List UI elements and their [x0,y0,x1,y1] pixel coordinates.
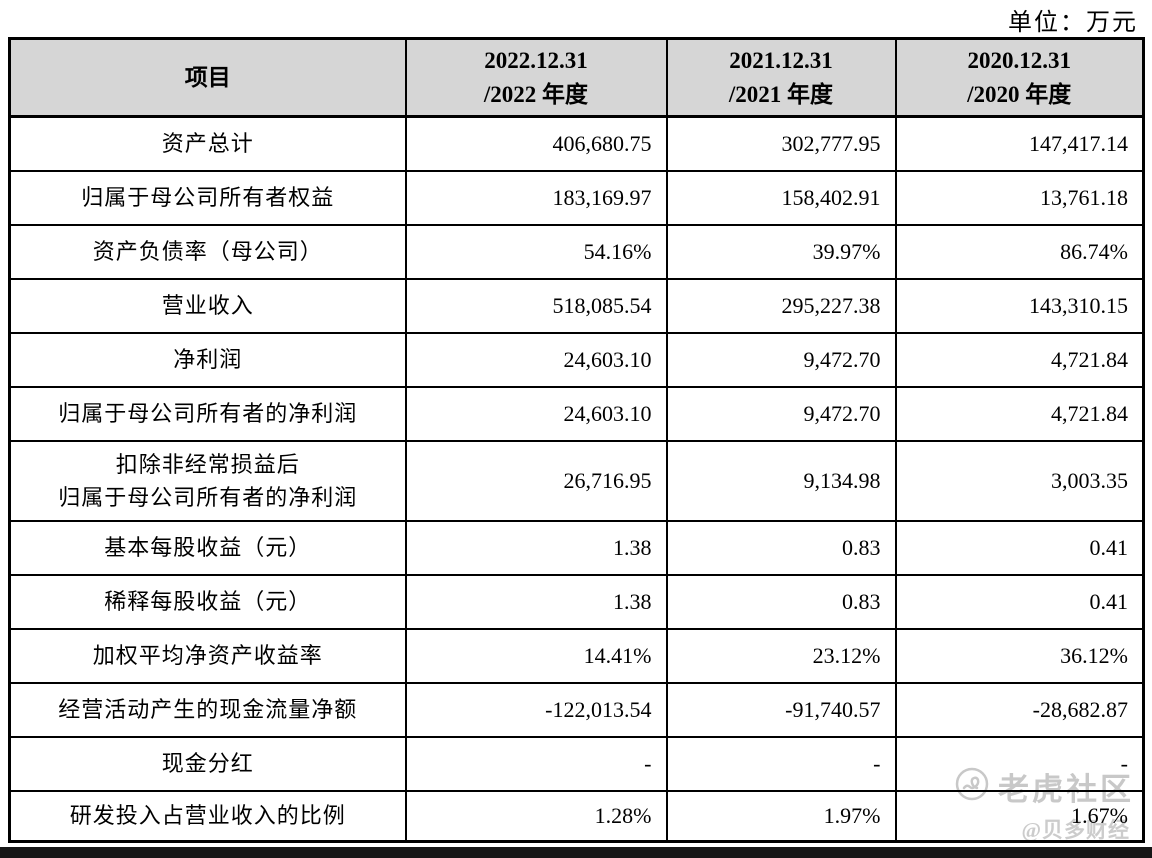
value-2021: 0.83 [665,573,897,630]
value-2022: -122,013.54 [404,681,668,738]
row-label: 现金分红 [8,735,407,792]
value-2021: 39.97% [665,223,897,280]
row-label: 经营活动产生的现金流量净额 [8,681,407,738]
table-row: 归属于母公司所有者的净利润 24,603.10 9,472.70 4,721.8… [8,385,1145,442]
table-row: 研发投入占营业收入的比例 1.28% 1.97% 1.67% [8,789,1145,843]
value-2020: -28,682.87 [894,681,1145,738]
row-label: 营业收入 [8,277,407,334]
value-2022: 14.41% [404,627,668,684]
row-label: 资产负债率（母公司） [8,223,407,280]
table-header-row: 项目 2022.12.31 /2022 年度 2021.12.31 /2021 … [8,37,1145,118]
row-label: 稀释每股收益（元） [8,573,407,630]
value-2021: 1.97% [665,789,897,843]
unit-label: 单位：万元 [1008,10,1138,36]
value-2021: 9,472.70 [665,331,897,388]
row-label: 扣除非经常损益后 归属于母公司所有者的净利润 [8,439,407,522]
value-2020: 1.67% [894,789,1145,843]
value-2022: 183,169.97 [404,169,668,226]
value-2021: -91,740.57 [665,681,897,738]
row-label: 加权平均净资产收益率 [8,627,407,684]
value-2021: 158,402.91 [665,169,897,226]
value-2022: 1.28% [404,789,668,843]
value-2022: 1.38 [404,519,668,576]
value-2022: - [404,735,668,792]
table-row: 扣除非经常损益后 归属于母公司所有者的净利润 26,716.95 9,134.9… [8,439,1145,522]
value-2022: 1.38 [404,573,668,630]
table-row: 净利润 24,603.10 9,472.70 4,721.84 [8,331,1145,388]
value-2021: 0.83 [665,519,897,576]
table-row: 现金分红 - - - [8,735,1145,792]
value-2020: 3,003.35 [894,439,1145,522]
row-label: 归属于母公司所有者的净利润 [8,385,407,442]
value-2020: 13,761.18 [894,169,1145,226]
bottom-bar [0,847,1152,858]
table-row: 归属于母公司所有者权益 183,169.97 158,402.91 13,761… [8,169,1145,226]
value-2020: 0.41 [894,573,1145,630]
value-2021: 9,472.70 [665,385,897,442]
value-2022: 518,085.54 [404,277,668,334]
row-label: 研发投入占营业收入的比例 [8,789,407,843]
value-2020: 4,721.84 [894,331,1145,388]
header-2020: 2020.12.31 /2020 年度 [894,37,1145,118]
table-row: 资产负债率（母公司） 54.16% 39.97% 86.74% [8,223,1145,280]
value-2022: 24,603.10 [404,331,668,388]
value-2020: - [894,735,1145,792]
value-2021: 295,227.38 [665,277,897,334]
value-2021: - [665,735,897,792]
header-2021: 2021.12.31 /2021 年度 [665,37,897,118]
value-2020: 147,417.14 [894,115,1145,172]
value-2022: 24,603.10 [404,385,668,442]
table-row: 经营活动产生的现金流量净额 -122,013.54 -91,740.57 -28… [8,681,1145,738]
value-2022: 54.16% [404,223,668,280]
value-2021: 23.12% [665,627,897,684]
header-item: 项目 [8,37,407,118]
table-row: 加权平均净资产收益率 14.41% 23.12% 36.12% [8,627,1145,684]
value-2021: 302,777.95 [665,115,897,172]
value-2022: 26,716.95 [404,439,668,522]
financial-summary-table: 项目 2022.12.31 /2022 年度 2021.12.31 /2021 … [8,37,1145,843]
header-2022: 2022.12.31 /2022 年度 [404,37,668,118]
value-2021: 9,134.98 [665,439,897,522]
row-label: 归属于母公司所有者权益 [8,169,407,226]
row-label: 基本每股收益（元） [8,519,407,576]
row-label: 净利润 [8,331,407,388]
value-2020: 0.41 [894,519,1145,576]
table-row: 基本每股收益（元） 1.38 0.83 0.41 [8,519,1145,576]
value-2020: 143,310.15 [894,277,1145,334]
row-label: 资产总计 [8,115,407,172]
table-row: 稀释每股收益（元） 1.38 0.83 0.41 [8,573,1145,630]
value-2020: 4,721.84 [894,385,1145,442]
value-2020: 86.74% [894,223,1145,280]
value-2022: 406,680.75 [404,115,668,172]
value-2020: 36.12% [894,627,1145,684]
table-row: 营业收入 518,085.54 295,227.38 143,310.15 [8,277,1145,334]
table-row: 资产总计 406,680.75 302,777.95 147,417.14 [8,115,1145,172]
